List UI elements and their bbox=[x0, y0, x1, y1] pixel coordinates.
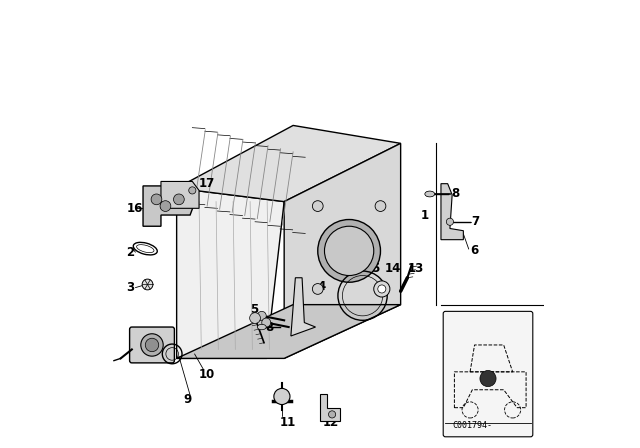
Text: 7: 7 bbox=[349, 261, 357, 274]
Circle shape bbox=[257, 311, 266, 320]
Circle shape bbox=[374, 281, 390, 297]
Text: 16: 16 bbox=[127, 202, 143, 215]
Circle shape bbox=[312, 201, 323, 211]
Text: 2: 2 bbox=[127, 246, 134, 259]
Polygon shape bbox=[177, 305, 401, 358]
Text: 15: 15 bbox=[365, 262, 381, 276]
Text: 17: 17 bbox=[199, 177, 215, 190]
Polygon shape bbox=[143, 186, 197, 226]
Text: 3: 3 bbox=[127, 281, 134, 294]
Text: C001794-: C001794- bbox=[452, 421, 492, 430]
Ellipse shape bbox=[425, 191, 435, 197]
Text: 13: 13 bbox=[407, 262, 424, 276]
Circle shape bbox=[274, 388, 290, 405]
Circle shape bbox=[145, 338, 159, 352]
Text: 4: 4 bbox=[317, 280, 326, 293]
Ellipse shape bbox=[425, 191, 435, 197]
Polygon shape bbox=[161, 181, 199, 208]
Circle shape bbox=[446, 218, 454, 225]
Text: 12: 12 bbox=[323, 416, 339, 429]
Text: 6: 6 bbox=[470, 244, 478, 258]
Polygon shape bbox=[291, 278, 316, 336]
Polygon shape bbox=[284, 143, 401, 358]
Circle shape bbox=[375, 201, 386, 211]
Text: 10: 10 bbox=[199, 367, 215, 381]
Polygon shape bbox=[320, 394, 340, 421]
Circle shape bbox=[480, 370, 496, 387]
Circle shape bbox=[250, 313, 260, 323]
Circle shape bbox=[328, 411, 336, 418]
Text: 11: 11 bbox=[280, 416, 296, 429]
Circle shape bbox=[312, 284, 323, 294]
Circle shape bbox=[160, 201, 171, 211]
Circle shape bbox=[142, 279, 153, 290]
Circle shape bbox=[317, 220, 380, 282]
Ellipse shape bbox=[257, 324, 266, 330]
Text: 7: 7 bbox=[472, 215, 479, 228]
Polygon shape bbox=[441, 184, 463, 240]
Circle shape bbox=[141, 334, 163, 356]
Circle shape bbox=[189, 187, 196, 194]
Circle shape bbox=[151, 194, 162, 205]
Polygon shape bbox=[177, 188, 284, 358]
Circle shape bbox=[375, 284, 386, 294]
Circle shape bbox=[173, 194, 184, 205]
FancyBboxPatch shape bbox=[130, 327, 174, 363]
Text: 14: 14 bbox=[385, 262, 401, 276]
Circle shape bbox=[324, 226, 374, 276]
Text: 8: 8 bbox=[266, 320, 273, 334]
Polygon shape bbox=[177, 125, 401, 202]
Text: 5: 5 bbox=[251, 302, 259, 316]
Text: 8: 8 bbox=[451, 187, 460, 201]
Text: 1: 1 bbox=[421, 208, 429, 222]
Text: 9: 9 bbox=[184, 393, 191, 406]
FancyBboxPatch shape bbox=[443, 311, 533, 437]
Circle shape bbox=[262, 318, 271, 327]
Circle shape bbox=[378, 285, 386, 293]
